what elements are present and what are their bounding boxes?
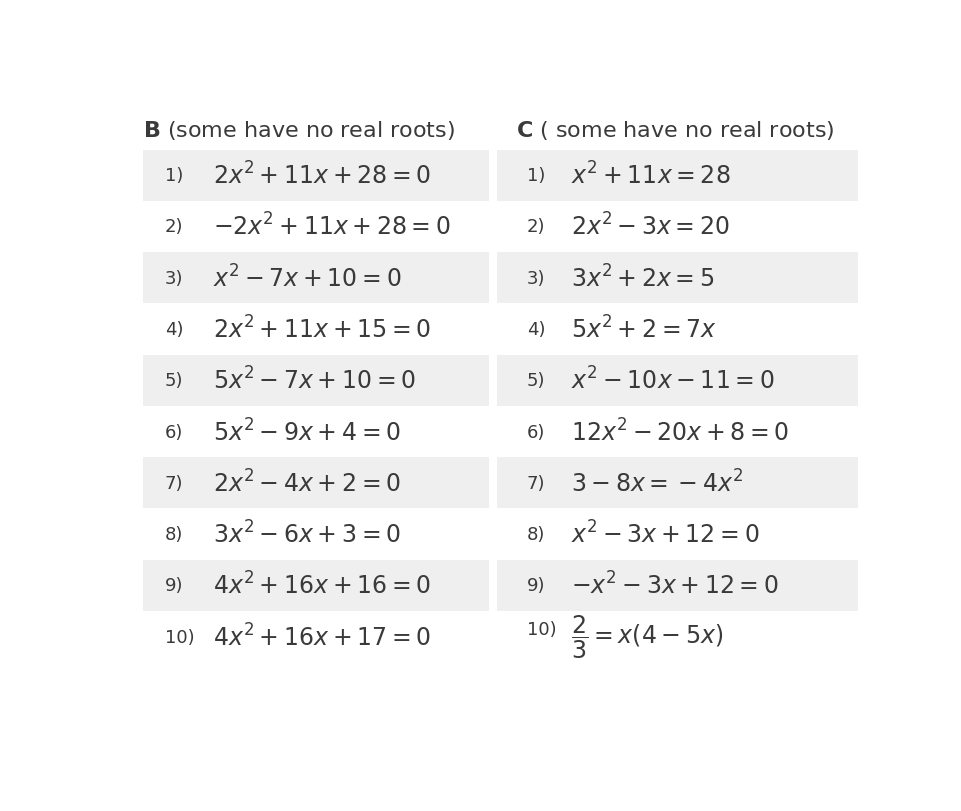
Text: 9): 9) bbox=[526, 577, 545, 594]
Bar bbox=[142, 508, 489, 560]
Text: 9): 9) bbox=[165, 577, 184, 594]
Text: 2): 2) bbox=[165, 218, 184, 236]
Text: 1): 1) bbox=[526, 167, 544, 185]
Text: $4x^2 + 16x + 17 = 0$: $4x^2 + 16x + 17 = 0$ bbox=[213, 624, 431, 650]
Text: 3): 3) bbox=[526, 269, 545, 287]
Bar bbox=[496, 560, 857, 611]
Bar bbox=[142, 253, 489, 304]
Text: $2x^2 + 11x + 28 = 0$: $2x^2 + 11x + 28 = 0$ bbox=[213, 162, 431, 190]
Text: 10): 10) bbox=[526, 620, 555, 638]
Text: $3x^2 + 2x = 5$: $3x^2 + 2x = 5$ bbox=[571, 265, 714, 292]
Text: 3): 3) bbox=[165, 269, 184, 287]
Bar bbox=[496, 611, 857, 663]
Bar bbox=[142, 355, 489, 406]
Bar bbox=[496, 304, 857, 355]
Text: $-2x^2 + 11x + 28 = 0$: $-2x^2 + 11x + 28 = 0$ bbox=[213, 213, 451, 241]
Text: $12x^2 - 20x + 8 = 0$: $12x^2 - 20x + 8 = 0$ bbox=[571, 418, 788, 445]
Text: $\mathbf{C}$ ( some have no real roots): $\mathbf{C}$ ( some have no real roots) bbox=[516, 119, 834, 142]
Text: $2x^2 - 4x + 2 = 0$: $2x^2 - 4x + 2 = 0$ bbox=[213, 470, 401, 497]
Bar bbox=[496, 253, 857, 304]
Text: 6): 6) bbox=[526, 423, 544, 441]
Text: $4x^2 + 16x + 16 = 0$: $4x^2 + 16x + 16 = 0$ bbox=[213, 572, 431, 599]
Bar bbox=[496, 202, 857, 253]
Bar bbox=[142, 150, 489, 202]
Text: $5x^2 - 7x + 10 = 0$: $5x^2 - 7x + 10 = 0$ bbox=[213, 367, 416, 394]
Text: 6): 6) bbox=[165, 423, 184, 441]
Text: $5x^2 + 2 = 7x$: $5x^2 + 2 = 7x$ bbox=[571, 316, 716, 343]
Text: 7): 7) bbox=[165, 474, 184, 492]
Bar bbox=[142, 304, 489, 355]
Text: $x^2 - 10x - 11 = 0$: $x^2 - 10x - 11 = 0$ bbox=[571, 367, 774, 394]
Text: $5x^2 - 9x + 4 = 0$: $5x^2 - 9x + 4 = 0$ bbox=[213, 418, 401, 445]
Bar bbox=[496, 150, 857, 202]
Bar bbox=[142, 202, 489, 253]
Text: $x^2 + 11x = 28$: $x^2 + 11x = 28$ bbox=[571, 162, 730, 190]
Text: 5): 5) bbox=[526, 371, 545, 390]
Text: $\mathbf{B}$ (some have no real roots): $\mathbf{B}$ (some have no real roots) bbox=[143, 119, 455, 142]
Bar bbox=[496, 508, 857, 560]
Text: $3 - 8x = -4x^2$: $3 - 8x = -4x^2$ bbox=[571, 470, 743, 497]
Text: $\dfrac{2}{3} = x(4 - 5x)$: $\dfrac{2}{3} = x(4 - 5x)$ bbox=[571, 613, 723, 660]
Text: 2): 2) bbox=[526, 218, 545, 236]
Bar bbox=[496, 355, 857, 406]
Text: 5): 5) bbox=[165, 371, 184, 390]
Text: $2x^2 - 3x = 20$: $2x^2 - 3x = 20$ bbox=[571, 213, 729, 241]
Text: $x^2 - 7x + 10 = 0$: $x^2 - 7x + 10 = 0$ bbox=[213, 265, 402, 292]
Bar bbox=[142, 560, 489, 611]
Bar bbox=[142, 611, 489, 663]
Text: 8): 8) bbox=[165, 526, 184, 543]
Text: $3x^2 - 6x + 3 = 0$: $3x^2 - 6x + 3 = 0$ bbox=[213, 521, 401, 548]
Text: 8): 8) bbox=[526, 526, 544, 543]
Text: 4): 4) bbox=[165, 320, 184, 339]
Bar bbox=[496, 406, 857, 457]
Text: $2x^2 + 11x + 15 = 0$: $2x^2 + 11x + 15 = 0$ bbox=[213, 316, 431, 343]
Text: $-x^2 - 3x + 12 = 0$: $-x^2 - 3x + 12 = 0$ bbox=[571, 572, 778, 599]
Text: $x^2 - 3x + 12 = 0$: $x^2 - 3x + 12 = 0$ bbox=[571, 521, 759, 548]
Text: 1): 1) bbox=[165, 167, 184, 185]
Bar bbox=[142, 457, 489, 508]
Bar bbox=[496, 457, 857, 508]
Text: 7): 7) bbox=[526, 474, 545, 492]
Text: 4): 4) bbox=[526, 320, 545, 339]
Bar bbox=[142, 406, 489, 457]
Text: 10): 10) bbox=[165, 628, 194, 646]
